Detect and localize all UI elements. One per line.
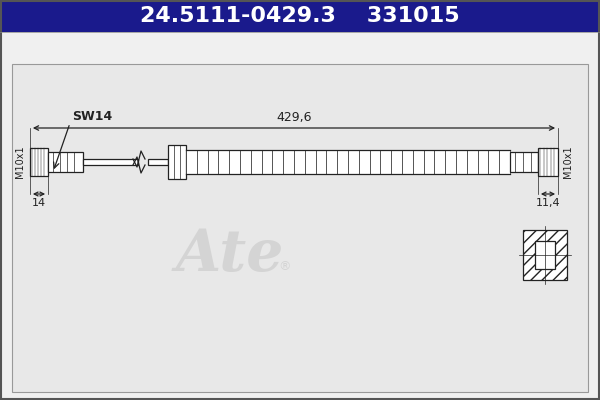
Bar xyxy=(294,150,305,174)
Text: 14: 14 xyxy=(32,198,46,208)
Bar xyxy=(413,150,424,174)
Bar xyxy=(218,150,229,174)
Bar xyxy=(305,150,316,174)
Bar xyxy=(283,150,294,174)
Bar xyxy=(456,150,467,174)
Text: 24.5111-0429.3    331015: 24.5111-0429.3 331015 xyxy=(140,6,460,26)
Bar xyxy=(499,150,510,174)
Bar xyxy=(0,0,600,32)
Bar xyxy=(12,64,588,392)
Bar xyxy=(148,159,168,165)
Bar xyxy=(348,150,359,174)
Bar xyxy=(262,150,272,174)
Bar xyxy=(316,150,326,174)
Bar xyxy=(197,150,208,174)
Bar xyxy=(337,150,348,174)
Bar xyxy=(30,148,48,176)
Bar xyxy=(478,150,488,174)
Bar xyxy=(326,150,337,174)
Text: 11,4: 11,4 xyxy=(536,198,560,208)
Bar xyxy=(445,150,456,174)
Bar xyxy=(488,150,499,174)
Bar xyxy=(402,150,413,174)
Text: 429,6: 429,6 xyxy=(276,111,312,124)
Text: M10x1: M10x1 xyxy=(563,146,573,178)
Bar xyxy=(424,150,434,174)
Bar xyxy=(523,230,567,280)
Bar xyxy=(240,150,251,174)
Bar xyxy=(208,150,218,174)
Text: ®: ® xyxy=(279,260,291,274)
Bar xyxy=(229,150,240,174)
Text: SW14: SW14 xyxy=(72,110,112,124)
Bar xyxy=(272,150,283,174)
Bar xyxy=(186,150,197,174)
Text: M10x1: M10x1 xyxy=(15,146,25,178)
Bar xyxy=(434,150,445,174)
Bar xyxy=(380,150,391,174)
Bar xyxy=(510,152,538,172)
Bar xyxy=(83,159,138,165)
Bar xyxy=(467,150,478,174)
Bar xyxy=(359,150,370,174)
Bar xyxy=(535,241,555,269)
Bar xyxy=(251,150,262,174)
Bar xyxy=(168,145,186,179)
Text: Ate: Ate xyxy=(176,227,284,283)
Bar xyxy=(391,150,402,174)
Bar xyxy=(538,148,558,176)
Bar xyxy=(370,150,380,174)
Bar xyxy=(48,152,83,172)
